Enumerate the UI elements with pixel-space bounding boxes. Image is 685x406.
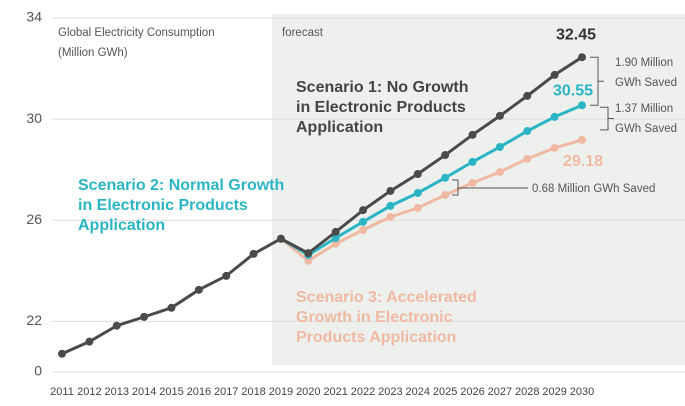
data-point (304, 256, 313, 265)
annotation: 1.37 Million (615, 103, 673, 115)
data-point (441, 173, 450, 182)
x-tick-label: 2024 (406, 386, 430, 398)
x-tick-label: 2015 (159, 386, 183, 398)
data-point (413, 203, 422, 212)
data-point (112, 321, 121, 330)
series-line (280, 138, 583, 263)
data-point (331, 239, 340, 248)
data-point (276, 234, 285, 243)
legend-label: Products Application (296, 329, 456, 346)
data-point (194, 285, 203, 294)
data-point (578, 53, 586, 62)
data-point (359, 225, 368, 234)
data-label: 32.45 (556, 26, 596, 43)
data-point (578, 135, 586, 144)
x-tick-label: 2017 (214, 386, 238, 398)
legend-label: Application (78, 217, 165, 234)
x-tick-label: 2019 (269, 386, 293, 398)
x-tick-label: 2020 (296, 386, 320, 398)
y-tick-label: 0 (34, 363, 42, 379)
data-point (495, 111, 504, 120)
annotation: 0.68 Million GWh Saved (532, 183, 655, 195)
x-tick-label: 2013 (104, 386, 128, 398)
data-point (140, 312, 149, 321)
legend-label: in Electronic Products (296, 99, 466, 116)
y-tick-label: 22 (26, 312, 42, 328)
data-point (413, 170, 422, 179)
x-tick-label: 2018 (241, 386, 265, 398)
data-point (386, 186, 395, 195)
x-tick-label: 2026 (460, 386, 484, 398)
data-point (441, 191, 450, 199)
annotation: GWh Saved (615, 77, 677, 89)
annotation: GWh Saved (615, 123, 677, 135)
series-line (280, 103, 583, 257)
data-point (550, 143, 559, 152)
x-tick-label: 2023 (378, 386, 402, 398)
x-tick-label: 2014 (132, 386, 156, 398)
data-point (468, 130, 477, 139)
x-tick-label: 2029 (542, 386, 566, 398)
y-tick-label: 26 (26, 211, 42, 227)
x-tick-label: 2022 (351, 386, 375, 398)
data-point (578, 101, 586, 110)
legend-label: in Electronic Products (78, 197, 248, 214)
x-tick-label: 2021 (323, 386, 347, 398)
data-point (386, 201, 395, 210)
annotation: 1.90 Million (615, 57, 673, 69)
data-label: 29.18 (563, 153, 603, 170)
legend-label: Growth in Electronic (296, 309, 453, 326)
data-point (85, 337, 94, 346)
data-point (523, 127, 532, 136)
data-point (413, 188, 422, 197)
y-tick-label: 34 (26, 9, 42, 25)
data-point (167, 303, 176, 312)
forecast-label: forecast (282, 27, 324, 39)
bracket (452, 179, 528, 196)
data-point (359, 206, 368, 215)
data-point (523, 91, 532, 100)
data-point (359, 217, 368, 226)
data-point (441, 151, 450, 160)
data-point (331, 233, 340, 242)
data-point (495, 142, 504, 151)
legend-label: Scenario 2: Normal Growth (78, 177, 284, 194)
y-tick-label: 30 (26, 110, 42, 126)
legend-label: Application (296, 119, 383, 136)
x-tick-label: 2016 (187, 386, 211, 398)
series-line (61, 55, 583, 356)
forecast-area (272, 14, 685, 365)
x-tick-label: 2030 (570, 386, 594, 398)
axis-title: (Million GWh) (58, 47, 128, 59)
data-point (249, 249, 258, 258)
bracket (590, 56, 604, 106)
x-tick-label: 2012 (77, 386, 101, 398)
x-tick-label: 2011 (50, 386, 74, 398)
data-point (495, 167, 504, 176)
x-tick-label: 2025 (433, 386, 457, 398)
legend-label: Scenario 3: Accelerated (296, 289, 477, 306)
data-point (58, 349, 66, 358)
data-point (550, 112, 559, 121)
data-point (386, 212, 395, 221)
data-point (331, 227, 340, 236)
data-point (468, 157, 477, 166)
data-point (468, 178, 477, 187)
legend-label: Scenario 1: No Growth (296, 79, 468, 96)
data-label: 30.55 (553, 82, 593, 99)
axis-title: Global Electricity Consumption (58, 27, 215, 39)
data-point (222, 271, 231, 280)
data-point (304, 249, 313, 258)
x-tick-label: 2027 (488, 386, 512, 398)
x-tick-label: 2028 (515, 386, 539, 398)
bracket (600, 106, 614, 131)
data-point (550, 70, 559, 79)
data-point (523, 154, 532, 163)
